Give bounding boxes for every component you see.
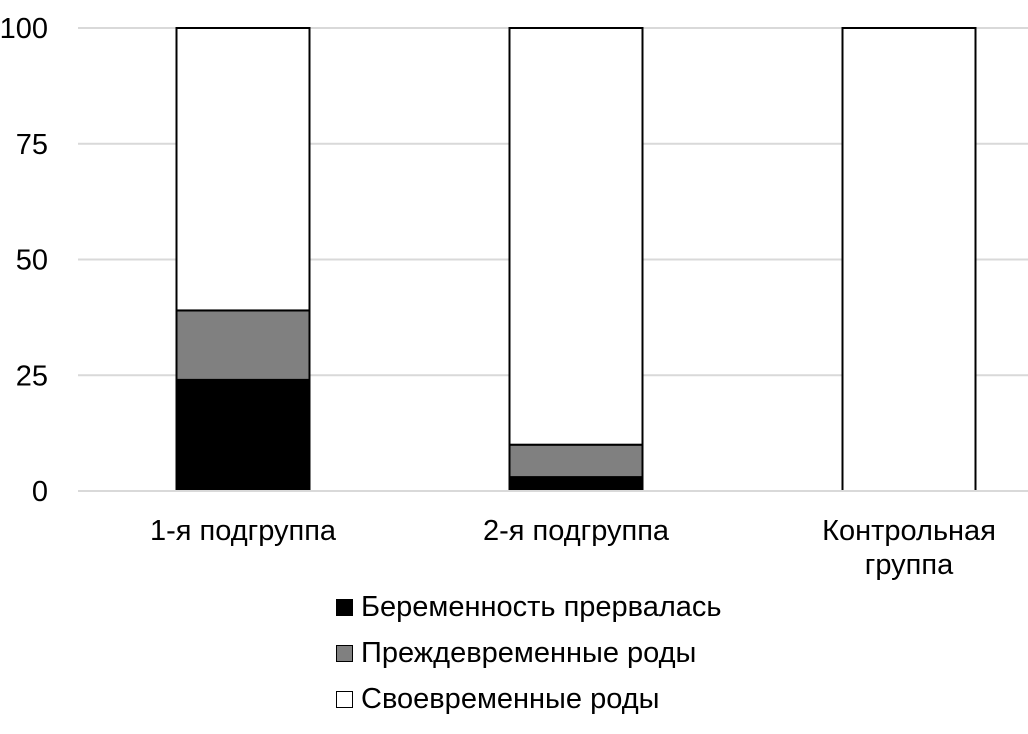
y-tick-label-50: 50 (16, 245, 48, 277)
legend-item-term: Своевременные роды (336, 676, 722, 722)
bar-segment-1-0 (508, 476, 644, 492)
legend-label-terminated: Беременность прервалась (361, 590, 722, 623)
stacked-bar-chart: 0 25 50 75 100 1-я подгруппа 2-я подгруппа Конт… (0, 13, 1028, 581)
y-tick-label-25: 25 (16, 360, 48, 392)
y-tick-label-0: 0 (32, 476, 48, 508)
legend-swatch-terminated (336, 598, 353, 616)
y-tick-label-75: 75 (16, 129, 48, 161)
legend-item-preterm: Преждевременные роды (336, 630, 722, 676)
legend-swatch-preterm (336, 644, 353, 662)
x-category-label-1: 2-я подгруппа (483, 515, 670, 547)
legend-label-term: Своевременные роды (361, 682, 660, 715)
x-category-label-0: 1-я подгруппа (150, 515, 337, 547)
bar-segment-1-2 (508, 27, 644, 446)
legend-swatch-term (336, 690, 353, 708)
legend-item-terminated: Беременность прервалась (336, 584, 722, 630)
legend-label-preterm: Преждевременные роды (361, 636, 697, 669)
bar-segment-1-1 (508, 443, 644, 479)
x-category-label-2: Контрольная группа (822, 515, 996, 581)
bar-segment-0-1 (175, 309, 311, 381)
bar-segment-2-2 (841, 27, 977, 492)
y-tick-label-100: 100 (0, 13, 48, 45)
bar-segment-0-0 (175, 378, 311, 493)
chart-legend: Беременность прервалась Преждевременные … (336, 584, 722, 722)
bar-segment-0-2 (175, 27, 311, 312)
